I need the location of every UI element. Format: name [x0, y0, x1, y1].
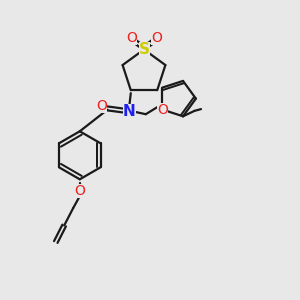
Text: N: N	[123, 104, 136, 119]
Text: O: O	[96, 99, 107, 113]
Text: S: S	[139, 42, 149, 57]
Text: O: O	[151, 31, 162, 45]
Text: O: O	[157, 103, 168, 116]
Text: O: O	[126, 31, 137, 45]
Text: O: O	[74, 184, 85, 198]
